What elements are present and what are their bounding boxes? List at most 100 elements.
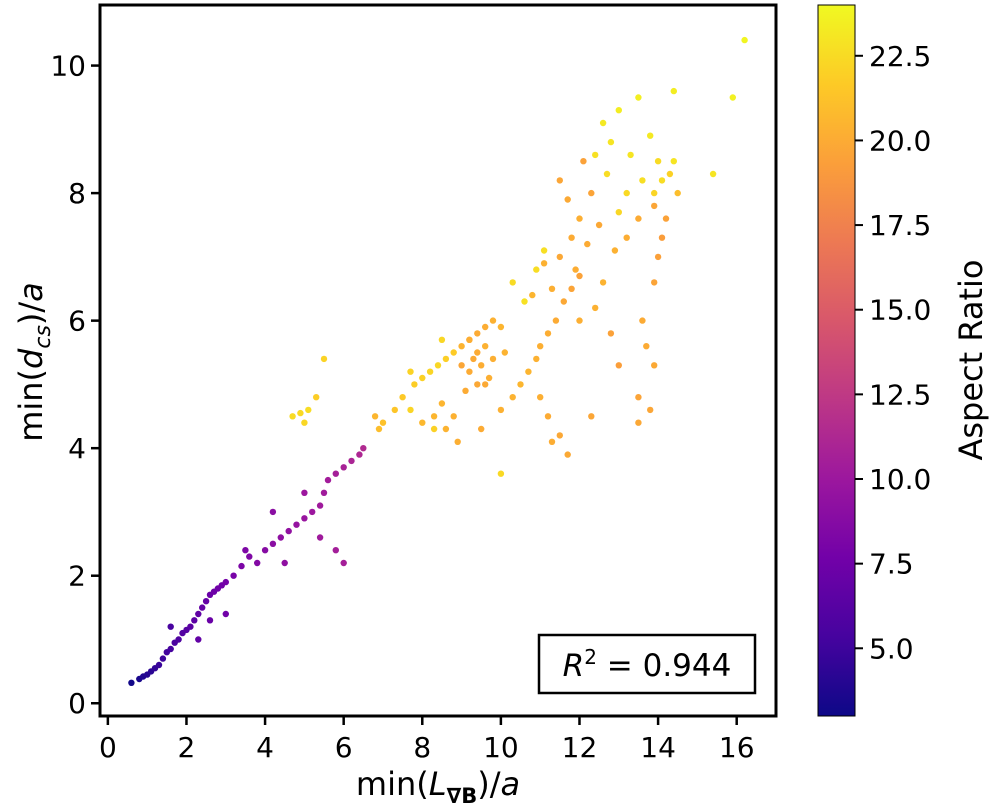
data-point [651,362,658,369]
data-point [175,636,182,643]
data-point [269,540,277,547]
data-point [159,655,167,662]
x-tick-label: 16 [719,731,755,764]
data-point [191,617,198,624]
data-point [595,221,603,229]
data-point [391,406,398,414]
data-point [320,489,328,496]
data-point [187,623,194,630]
data-point [238,562,245,570]
y-axis-label: min(dcs)/a [12,282,56,442]
data-point [222,610,229,618]
data-point [635,215,642,222]
x-tick-label: 10 [483,731,519,764]
data-point [670,87,677,95]
data-point [647,132,654,139]
data-point [466,336,473,343]
data-point [462,387,469,394]
data-point [654,253,662,261]
data-point [430,425,438,433]
data-point [729,94,736,101]
data-point [548,285,556,292]
data-point [407,368,414,375]
data-point [548,438,556,445]
data-point [603,170,611,178]
data-point [482,323,489,331]
data-point [674,189,681,197]
data-point [430,413,438,420]
data-point [623,234,630,241]
r-squared-annotation: R2 = 0.944 [537,633,757,695]
data-point [246,553,253,560]
data-point [399,394,406,401]
data-point [478,425,485,433]
data-point [599,279,607,286]
data-point [540,247,548,254]
data-point [474,349,481,356]
data-point [356,451,363,458]
data-point [564,196,571,203]
data-point [360,445,367,452]
data-point [470,355,477,363]
data-point [599,119,607,127]
data-point [340,464,347,471]
data-point [199,604,206,611]
data-point [635,394,642,401]
x-tick-label: 4 [256,731,274,764]
data-point [651,279,658,286]
data-point [442,355,450,363]
data-point [297,409,304,417]
data-point [639,317,646,324]
data-point [167,645,174,653]
data-point [230,572,237,579]
r-squared-box [537,633,757,695]
y-tick-label: 10 [50,50,86,83]
data-point [474,330,481,337]
data-point [474,381,481,388]
data-point [501,349,508,356]
data-point [643,343,650,350]
r-squared-text: R2 = 0.944 [563,645,732,684]
colorbar-tick-label: 22.5 [869,40,931,73]
colorbar-label: Aspect Ratio [952,259,990,460]
data-point [340,559,347,567]
data-point [301,515,308,522]
data-point [454,438,461,445]
data-point [592,151,599,159]
data-point [309,508,316,516]
data-point [627,151,634,159]
data-point [556,253,563,261]
data-point [654,158,662,165]
data-point [277,534,284,541]
data-point [305,406,312,414]
data-point [332,547,339,554]
data-point [615,107,622,114]
data-point [662,215,670,222]
data-point [615,209,622,216]
data-point [301,419,308,426]
y-tick-label: 0 [68,687,86,720]
data-point [411,381,418,388]
data-point [450,349,457,356]
data-point [564,451,571,458]
data-point [497,406,505,414]
data-point [489,317,497,324]
x-tick-label: 8 [413,731,431,764]
data-point [313,394,320,401]
data-point [615,362,622,369]
data-point [576,272,583,280]
data-point [584,240,591,248]
y-tick-label: 2 [68,560,86,593]
data-point [379,419,387,426]
data-point [560,298,567,305]
x-axis-ticks: 0 2 4 6 8 10 12 14 16 [99,716,755,764]
x-tick-label: 0 [99,731,117,764]
colorbar-tick-label: 7.5 [869,548,914,581]
data-point [741,36,748,44]
colorbar-frame [817,4,856,717]
colorbar-tick-label: 10.0 [869,463,931,496]
data-point [316,534,324,541]
data-point [482,381,489,388]
data-point [195,636,202,643]
colorbar-tick-label: 17.5 [869,209,931,242]
